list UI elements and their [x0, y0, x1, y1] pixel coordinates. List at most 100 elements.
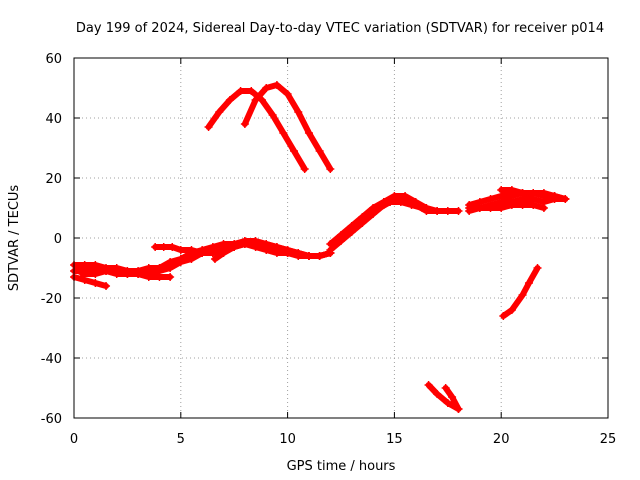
data-point-plus: [454, 405, 463, 413]
data-point-plus: [166, 273, 175, 281]
axis-ticks: 0 5 10 15 20 25 -60 -40 -20 0 20 40 60: [41, 52, 617, 447]
data-point-plus: [518, 189, 527, 197]
data-point-plus: [386, 198, 395, 206]
y-tick-label: 40: [45, 112, 62, 127]
data-point-plus: [166, 264, 175, 272]
data-point-plus: [112, 267, 121, 275]
y-tick-label: -40: [41, 352, 62, 367]
data-point-plus: [240, 237, 249, 245]
data-point-plus: [315, 252, 324, 260]
data-point-plus: [465, 204, 474, 212]
data-point-plus: [486, 195, 495, 203]
data-point-plus: [407, 201, 416, 209]
series-early: [71, 274, 110, 289]
data-point-plus: [283, 246, 292, 254]
data-point-plus: [294, 249, 303, 257]
data-point-plus: [441, 384, 450, 392]
data-point-plus: [144, 273, 153, 281]
data-point-plus: [123, 270, 132, 278]
data-point-plus: [518, 201, 527, 209]
chart-title: Day 199 of 2024, Sidereal Day-to-day VTE…: [76, 21, 604, 36]
data-point-plus: [497, 204, 506, 212]
data-point-plus: [533, 264, 542, 272]
data-point-plus: [219, 249, 228, 257]
data-point-plus: [236, 87, 245, 95]
x-tick-label: 15: [386, 432, 403, 447]
data-point-plus: [539, 189, 548, 197]
data-point-plus: [262, 84, 271, 92]
data-point-plus: [215, 108, 224, 116]
x-tick-label: 5: [177, 432, 185, 447]
data-point-plus: [102, 282, 111, 290]
data-point-plus: [418, 204, 427, 212]
data-point-plus: [396, 198, 405, 206]
data-point-plus: [187, 255, 196, 263]
data-point-plus: [561, 195, 570, 203]
data-point-plus: [529, 201, 538, 209]
data-point-plus: [91, 279, 100, 287]
data-point-plus: [326, 165, 335, 173]
data-point-plus: [304, 252, 313, 260]
data-point-plus: [443, 207, 452, 215]
x-axis-label: GPS time / hours: [287, 459, 396, 474]
data-point-plus: [187, 246, 196, 254]
data-point-plus: [268, 111, 277, 119]
data-point-plus: [401, 192, 410, 200]
data-point-plus: [225, 96, 234, 104]
data-point-plus: [524, 279, 533, 287]
data-point-plus: [272, 81, 281, 89]
data-point-plus: [507, 201, 516, 209]
data-point-plus: [300, 165, 309, 173]
data-point-plus: [290, 147, 299, 155]
data-point-plus: [507, 186, 516, 194]
data-point-plus: [375, 204, 384, 212]
y-tick-label: -60: [41, 412, 62, 427]
data-point-plus: [424, 381, 433, 389]
data-point-plus: [304, 129, 313, 137]
data-point-plus: [294, 108, 303, 116]
data-point-plus: [390, 192, 399, 200]
data-point-plus: [486, 204, 495, 212]
data-point-plus: [497, 186, 506, 194]
data-series: [70, 81, 570, 413]
data-point-plus: [315, 147, 324, 155]
data-point-plus: [475, 204, 484, 212]
data-point-plus: [518, 291, 527, 299]
data-point-plus: [208, 249, 217, 257]
x-tick-label: 20: [493, 432, 510, 447]
y-tick-label: 60: [45, 52, 62, 67]
data-point-plus: [159, 243, 168, 251]
data-point-plus: [176, 246, 185, 254]
data-point-plus: [454, 207, 463, 215]
data-point-plus: [251, 96, 260, 104]
y-tick-label: 0: [54, 232, 62, 247]
data-point-plus: [80, 276, 89, 284]
y-axis-label: SDTVAR / TECUs: [7, 185, 22, 292]
data-point-plus: [198, 249, 207, 257]
data-point-plus: [262, 240, 271, 248]
data-point-plus: [283, 90, 292, 98]
data-point-plus: [433, 390, 442, 398]
data-point-plus: [507, 306, 516, 314]
data-point-plus: [240, 120, 249, 128]
data-point-plus: [151, 243, 160, 251]
data-point-plus: [210, 255, 219, 263]
data-point-plus: [539, 204, 548, 212]
data-point-plus: [529, 189, 538, 197]
data-point-plus: [343, 228, 352, 236]
data-point-plus: [251, 237, 260, 245]
data-point-plus: [168, 243, 177, 251]
series-low-right: [500, 265, 541, 319]
data-point-plus: [332, 237, 341, 245]
y-tick-label: 20: [45, 172, 62, 187]
data-point-plus: [91, 270, 100, 278]
x-tick-label: 25: [600, 432, 617, 447]
data-point-plus: [448, 393, 457, 401]
data-point-plus: [354, 219, 363, 227]
data-point-plus: [272, 243, 281, 251]
data-point-plus: [550, 192, 559, 200]
y-tick-label: -20: [41, 292, 62, 307]
data-point-plus: [204, 123, 213, 131]
x-tick-label: 10: [279, 432, 296, 447]
